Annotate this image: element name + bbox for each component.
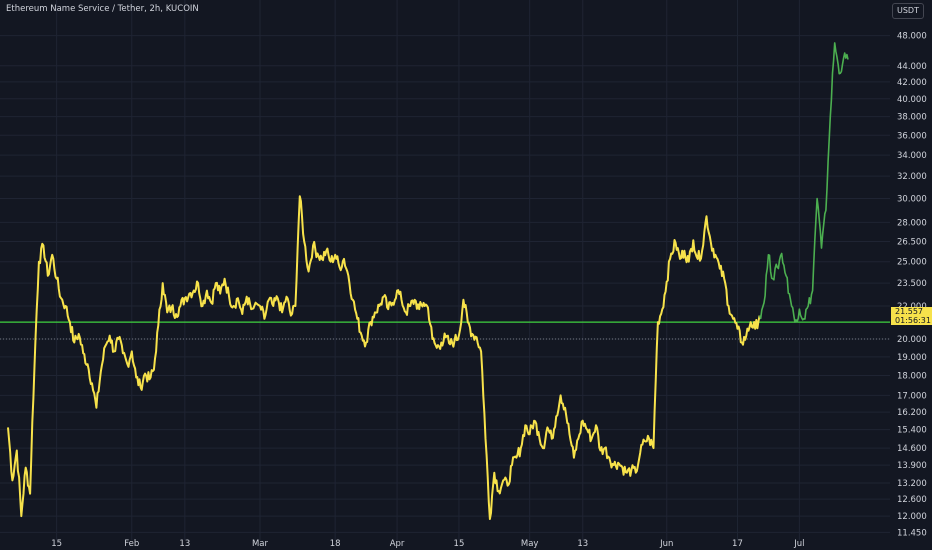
- last-price-value: 21.557: [895, 307, 923, 316]
- x-tick-label: Jun: [659, 539, 673, 549]
- x-tick-label: 13: [577, 539, 588, 549]
- y-tick-label: 32.000: [897, 172, 927, 182]
- y-tick-label: 42.000: [897, 78, 927, 88]
- y-tick-label: 34.000: [897, 151, 927, 161]
- x-tick-label: May: [521, 539, 539, 549]
- x-tick-label: 15: [51, 539, 62, 549]
- y-tick-label: 12.600: [897, 495, 927, 505]
- reference-lines: [0, 321, 890, 340]
- y-tick-label: 14.600: [897, 444, 927, 454]
- y-tick-label: 16.200: [897, 408, 927, 418]
- x-tick-label: 18: [330, 539, 341, 549]
- x-tick-label: Feb: [124, 539, 139, 549]
- y-tick-label: 17.000: [897, 391, 927, 401]
- price-axis[interactable]: 48.000 44.000 42.000 40.000 38.000 36.000 34.0…: [897, 32, 927, 539]
- y-tick-label: 48.000: [897, 32, 927, 42]
- y-tick-label: 13.200: [897, 479, 927, 489]
- price-line[interactable]: [7, 195, 761, 520]
- y-tick-label: 19.000: [897, 353, 927, 363]
- chart-title: Ethereum Name Service / Tether, 2h, KUCO…: [6, 4, 199, 14]
- y-tick-label: 23.500: [897, 279, 927, 289]
- x-tick-label: Mar: [252, 539, 269, 549]
- y-tick-label: 40.000: [897, 95, 927, 105]
- x-tick-label: 13: [179, 539, 190, 549]
- y-tick-label: 20.000: [897, 335, 927, 345]
- series-layer: [7, 42, 849, 520]
- bar-countdown: 01:56:31: [895, 316, 931, 325]
- y-tick-label: 36.000: [897, 131, 927, 141]
- price-line-extension[interactable]: [758, 42, 849, 323]
- y-tick-label: 25.000: [897, 258, 927, 268]
- grid: [0, 0, 890, 540]
- y-tick-label: 30.000: [897, 195, 927, 205]
- time-axis[interactable]: 15 Feb 13 Mar 18 Apr 15 May 13 Jun 17 Jul: [51, 539, 804, 549]
- y-tick-label: 12.000: [897, 512, 927, 522]
- currency-button[interactable]: USDT: [892, 3, 924, 19]
- y-tick-label: 28.000: [897, 218, 927, 228]
- y-tick-label: 38.000: [897, 113, 927, 123]
- y-tick-label: 26.500: [897, 237, 927, 247]
- x-tick-label: Jul: [793, 539, 804, 549]
- y-tick-label: 13.900: [897, 461, 927, 471]
- y-tick-label: 15.400: [897, 426, 927, 436]
- x-tick-label: 17: [732, 539, 743, 549]
- x-tick-label: 15: [454, 539, 465, 549]
- y-tick-label: 18.000: [897, 372, 927, 382]
- y-tick-label: 11.450: [897, 528, 927, 538]
- last-price-badge: 21.557 01:56:31: [891, 307, 932, 325]
- y-tick-label: 44.000: [897, 62, 927, 72]
- x-tick-label: Apr: [390, 539, 405, 549]
